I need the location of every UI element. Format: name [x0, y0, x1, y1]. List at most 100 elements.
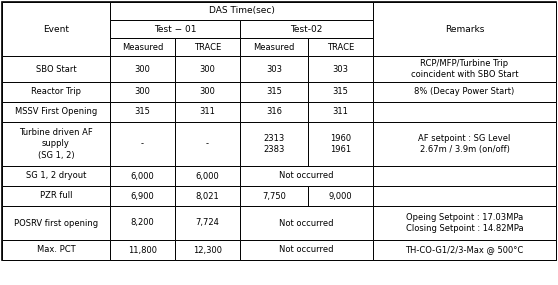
Text: TRACE: TRACE — [327, 42, 354, 52]
Bar — [110, 122, 175, 166]
Bar — [240, 82, 308, 102]
Text: 11,800: 11,800 — [128, 245, 157, 255]
Bar — [2, 122, 110, 166]
Bar — [175, 56, 240, 82]
Bar — [2, 166, 110, 186]
Text: 303: 303 — [333, 64, 349, 74]
Bar — [373, 102, 556, 122]
Text: SBO Start: SBO Start — [36, 64, 76, 74]
Bar — [240, 56, 308, 82]
Text: TH-CO-G1/2/3-Max @ 500°C: TH-CO-G1/2/3-Max @ 500°C — [405, 245, 523, 255]
Bar — [110, 240, 175, 260]
Text: Measured: Measured — [253, 42, 295, 52]
Bar — [110, 206, 175, 240]
Text: 300: 300 — [200, 64, 215, 74]
Text: 315: 315 — [134, 107, 151, 117]
Text: -: - — [206, 139, 209, 148]
Text: RCP/MFP/Turbine Trip
coincident with SBO Start: RCP/MFP/Turbine Trip coincident with SBO… — [411, 59, 518, 80]
Text: 7,724: 7,724 — [195, 219, 219, 227]
Text: 8,200: 8,200 — [131, 219, 155, 227]
Text: Max. PCT: Max. PCT — [37, 245, 75, 255]
Bar — [175, 206, 240, 240]
Text: 311: 311 — [333, 107, 348, 117]
Bar — [240, 206, 373, 240]
Bar — [373, 2, 556, 56]
Bar — [373, 122, 556, 166]
Bar — [373, 56, 556, 82]
Bar — [110, 186, 175, 206]
Bar — [175, 166, 240, 186]
Bar — [175, 82, 240, 102]
Bar — [110, 20, 240, 38]
Bar — [373, 240, 556, 260]
Text: 9,000: 9,000 — [329, 192, 352, 201]
Bar — [110, 2, 373, 20]
Bar — [2, 240, 110, 260]
Bar — [373, 166, 556, 186]
Bar — [110, 56, 175, 82]
Bar — [240, 20, 373, 38]
Text: 300: 300 — [134, 64, 151, 74]
Bar — [2, 56, 110, 82]
Text: 7,750: 7,750 — [262, 192, 286, 201]
Bar — [240, 186, 308, 206]
Text: Not occurred: Not occurred — [279, 172, 334, 180]
Bar — [240, 38, 308, 56]
Bar — [175, 38, 240, 56]
Text: TRACE: TRACE — [194, 42, 221, 52]
Text: 300: 300 — [134, 87, 151, 97]
Text: Test − 01: Test − 01 — [154, 25, 196, 34]
Text: Reactor Trip: Reactor Trip — [31, 87, 81, 97]
Bar — [240, 166, 373, 186]
Text: 315: 315 — [266, 87, 282, 97]
Bar — [240, 102, 308, 122]
Bar — [110, 166, 175, 186]
Bar — [373, 206, 556, 240]
Text: 311: 311 — [200, 107, 215, 117]
Text: Turbine driven AF
supply
(SG 1, 2): Turbine driven AF supply (SG 1, 2) — [19, 128, 93, 160]
Text: DAS Time(sec): DAS Time(sec) — [209, 7, 275, 15]
Text: Remarks: Remarks — [445, 25, 484, 34]
Bar — [2, 206, 110, 240]
Text: 1960
1961: 1960 1961 — [330, 134, 351, 154]
Text: PZR full: PZR full — [40, 192, 72, 201]
Text: Event: Event — [43, 25, 69, 34]
Text: Not occurred: Not occurred — [279, 219, 334, 227]
Text: MSSV First Opening: MSSV First Opening — [15, 107, 97, 117]
Text: 12,300: 12,300 — [193, 245, 222, 255]
Text: POSRV first opening: POSRV first opening — [14, 219, 98, 227]
Bar — [110, 82, 175, 102]
Text: SG 1, 2 dryout: SG 1, 2 dryout — [26, 172, 86, 180]
Bar — [110, 38, 175, 56]
Text: 316: 316 — [266, 107, 282, 117]
Bar — [308, 186, 373, 206]
Bar — [308, 102, 373, 122]
Text: 6,000: 6,000 — [131, 172, 155, 180]
Bar — [308, 56, 373, 82]
Bar — [240, 122, 308, 166]
Text: -: - — [141, 139, 144, 148]
Bar — [308, 38, 373, 56]
Bar — [2, 102, 110, 122]
Text: Measured: Measured — [122, 42, 163, 52]
Text: 2313
2383: 2313 2383 — [263, 134, 285, 154]
Bar — [308, 82, 373, 102]
Text: 8% (Decay Power Start): 8% (Decay Power Start) — [415, 87, 514, 97]
Text: 315: 315 — [333, 87, 348, 97]
Bar — [175, 122, 240, 166]
Text: 6,900: 6,900 — [131, 192, 155, 201]
Bar — [308, 122, 373, 166]
Bar — [110, 102, 175, 122]
Text: Test-02: Test-02 — [290, 25, 323, 34]
Bar — [373, 82, 556, 102]
Bar — [175, 240, 240, 260]
Bar — [2, 186, 110, 206]
Text: 8,021: 8,021 — [196, 192, 219, 201]
Bar — [175, 102, 240, 122]
Text: 300: 300 — [200, 87, 215, 97]
Text: Not occurred: Not occurred — [279, 245, 334, 255]
Text: 6,000: 6,000 — [196, 172, 219, 180]
Bar — [2, 2, 110, 56]
Text: Opeing Setpoint : 17.03MPa
Closing Setpoint : 14.82MPa: Opeing Setpoint : 17.03MPa Closing Setpo… — [406, 213, 523, 233]
Bar — [373, 186, 556, 206]
